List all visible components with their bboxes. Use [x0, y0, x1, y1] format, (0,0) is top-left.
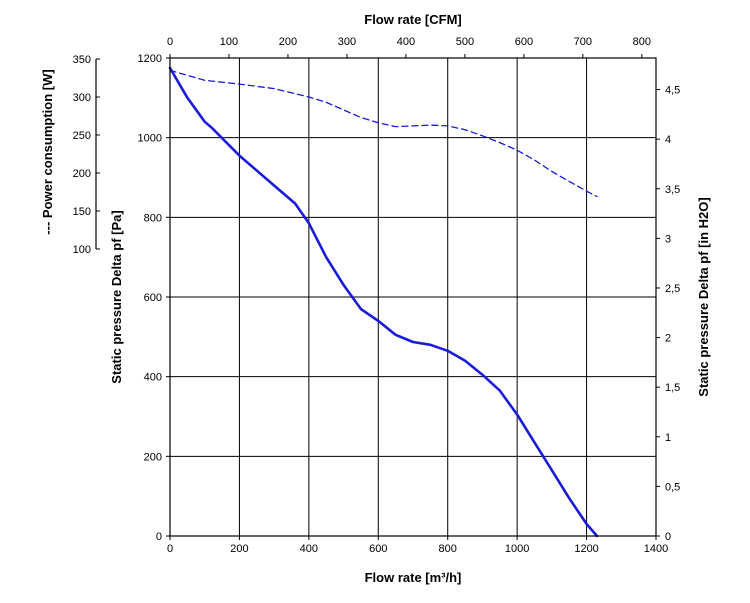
x2-axis-title: Flow rate [CFM] — [364, 12, 462, 27]
x2-tick-label: 600 — [515, 36, 533, 48]
y-tick-label: 1200 — [138, 53, 162, 65]
y-tick-label: 600 — [144, 292, 162, 304]
y3-tick-label: 300 — [73, 92, 91, 104]
y3-tick-label: 150 — [73, 206, 91, 218]
power-consumption-line — [169, 69, 598, 198]
x2-tick-label: 0 — [167, 36, 173, 48]
y-tick-label: 200 — [144, 451, 162, 463]
y2-tick-label: 1,5 — [665, 382, 680, 394]
x2-tick-label: 300 — [338, 36, 356, 48]
y3-tick-label: 200 — [73, 168, 91, 180]
x2-tick-label: 400 — [397, 36, 415, 48]
x2-tick-label: 700 — [574, 36, 592, 48]
x-tick-label: 0 — [167, 543, 173, 555]
y3-axis-title: --- Power consumption [W] — [40, 69, 55, 234]
x2-tick-label: 100 — [220, 36, 238, 48]
y2-tick-label: 1 — [665, 432, 671, 444]
x-tick-label: 1400 — [644, 543, 668, 555]
y3-tick-label: 250 — [73, 130, 91, 142]
y2-tick-label: 4,5 — [665, 85, 680, 97]
y2-tick-label: 0,5 — [665, 481, 680, 493]
y2-tick-label: 0 — [665, 531, 671, 543]
y2-tick-label: 3 — [665, 233, 671, 245]
y-axis-title: Static pressure Delta pf [Pa] — [109, 210, 124, 383]
y-axis-left: 0 200 400 600 800 1000 1200 — [138, 53, 170, 543]
x2-tick-label: 200 — [279, 36, 297, 48]
y3-tick-label: 100 — [73, 244, 91, 256]
series-layer — [168, 66, 599, 538]
x-tick-label: 400 — [300, 543, 318, 555]
y2-tick-label: 3,5 — [665, 184, 680, 196]
x-tick-label: 600 — [369, 543, 387, 555]
x2-tick-label: 800 — [633, 36, 651, 48]
x-axis-top: 0 100 200 300 400 500 600 700 800 — [167, 36, 651, 58]
y2-tick-label: 2 — [665, 333, 671, 345]
y-axis-power: 100 150 200 250 300 350 — [73, 54, 100, 256]
x-tick-label: 1000 — [505, 543, 529, 555]
y-tick-label: 0 — [156, 531, 162, 543]
y3-tick-label: 350 — [73, 54, 91, 66]
y-tick-label: 800 — [144, 212, 162, 224]
x2-tick-label: 500 — [456, 36, 474, 48]
x-tick-label: 1200 — [574, 543, 598, 555]
y-tick-label: 400 — [144, 372, 162, 384]
static-pressure-line — [168, 66, 599, 538]
x-tick-label: 800 — [439, 543, 457, 555]
y2-tick-label: 4 — [665, 134, 671, 146]
x-axis-title: Flow rate [m³/h] — [365, 570, 462, 585]
x-axis-bottom: 0 200 400 600 800 1000 1200 1400 — [167, 536, 668, 555]
y-tick-label: 1000 — [138, 133, 162, 145]
y2-axis-title: Static pressure Delta pf [in H2O] — [696, 197, 711, 396]
y2-tick-label: 2,5 — [665, 283, 680, 295]
x-tick-label: 200 — [230, 543, 248, 555]
y-axis-right: 0 0,5 1 1,5 2 2,5 3 3,5 4 4,5 — [656, 85, 680, 543]
